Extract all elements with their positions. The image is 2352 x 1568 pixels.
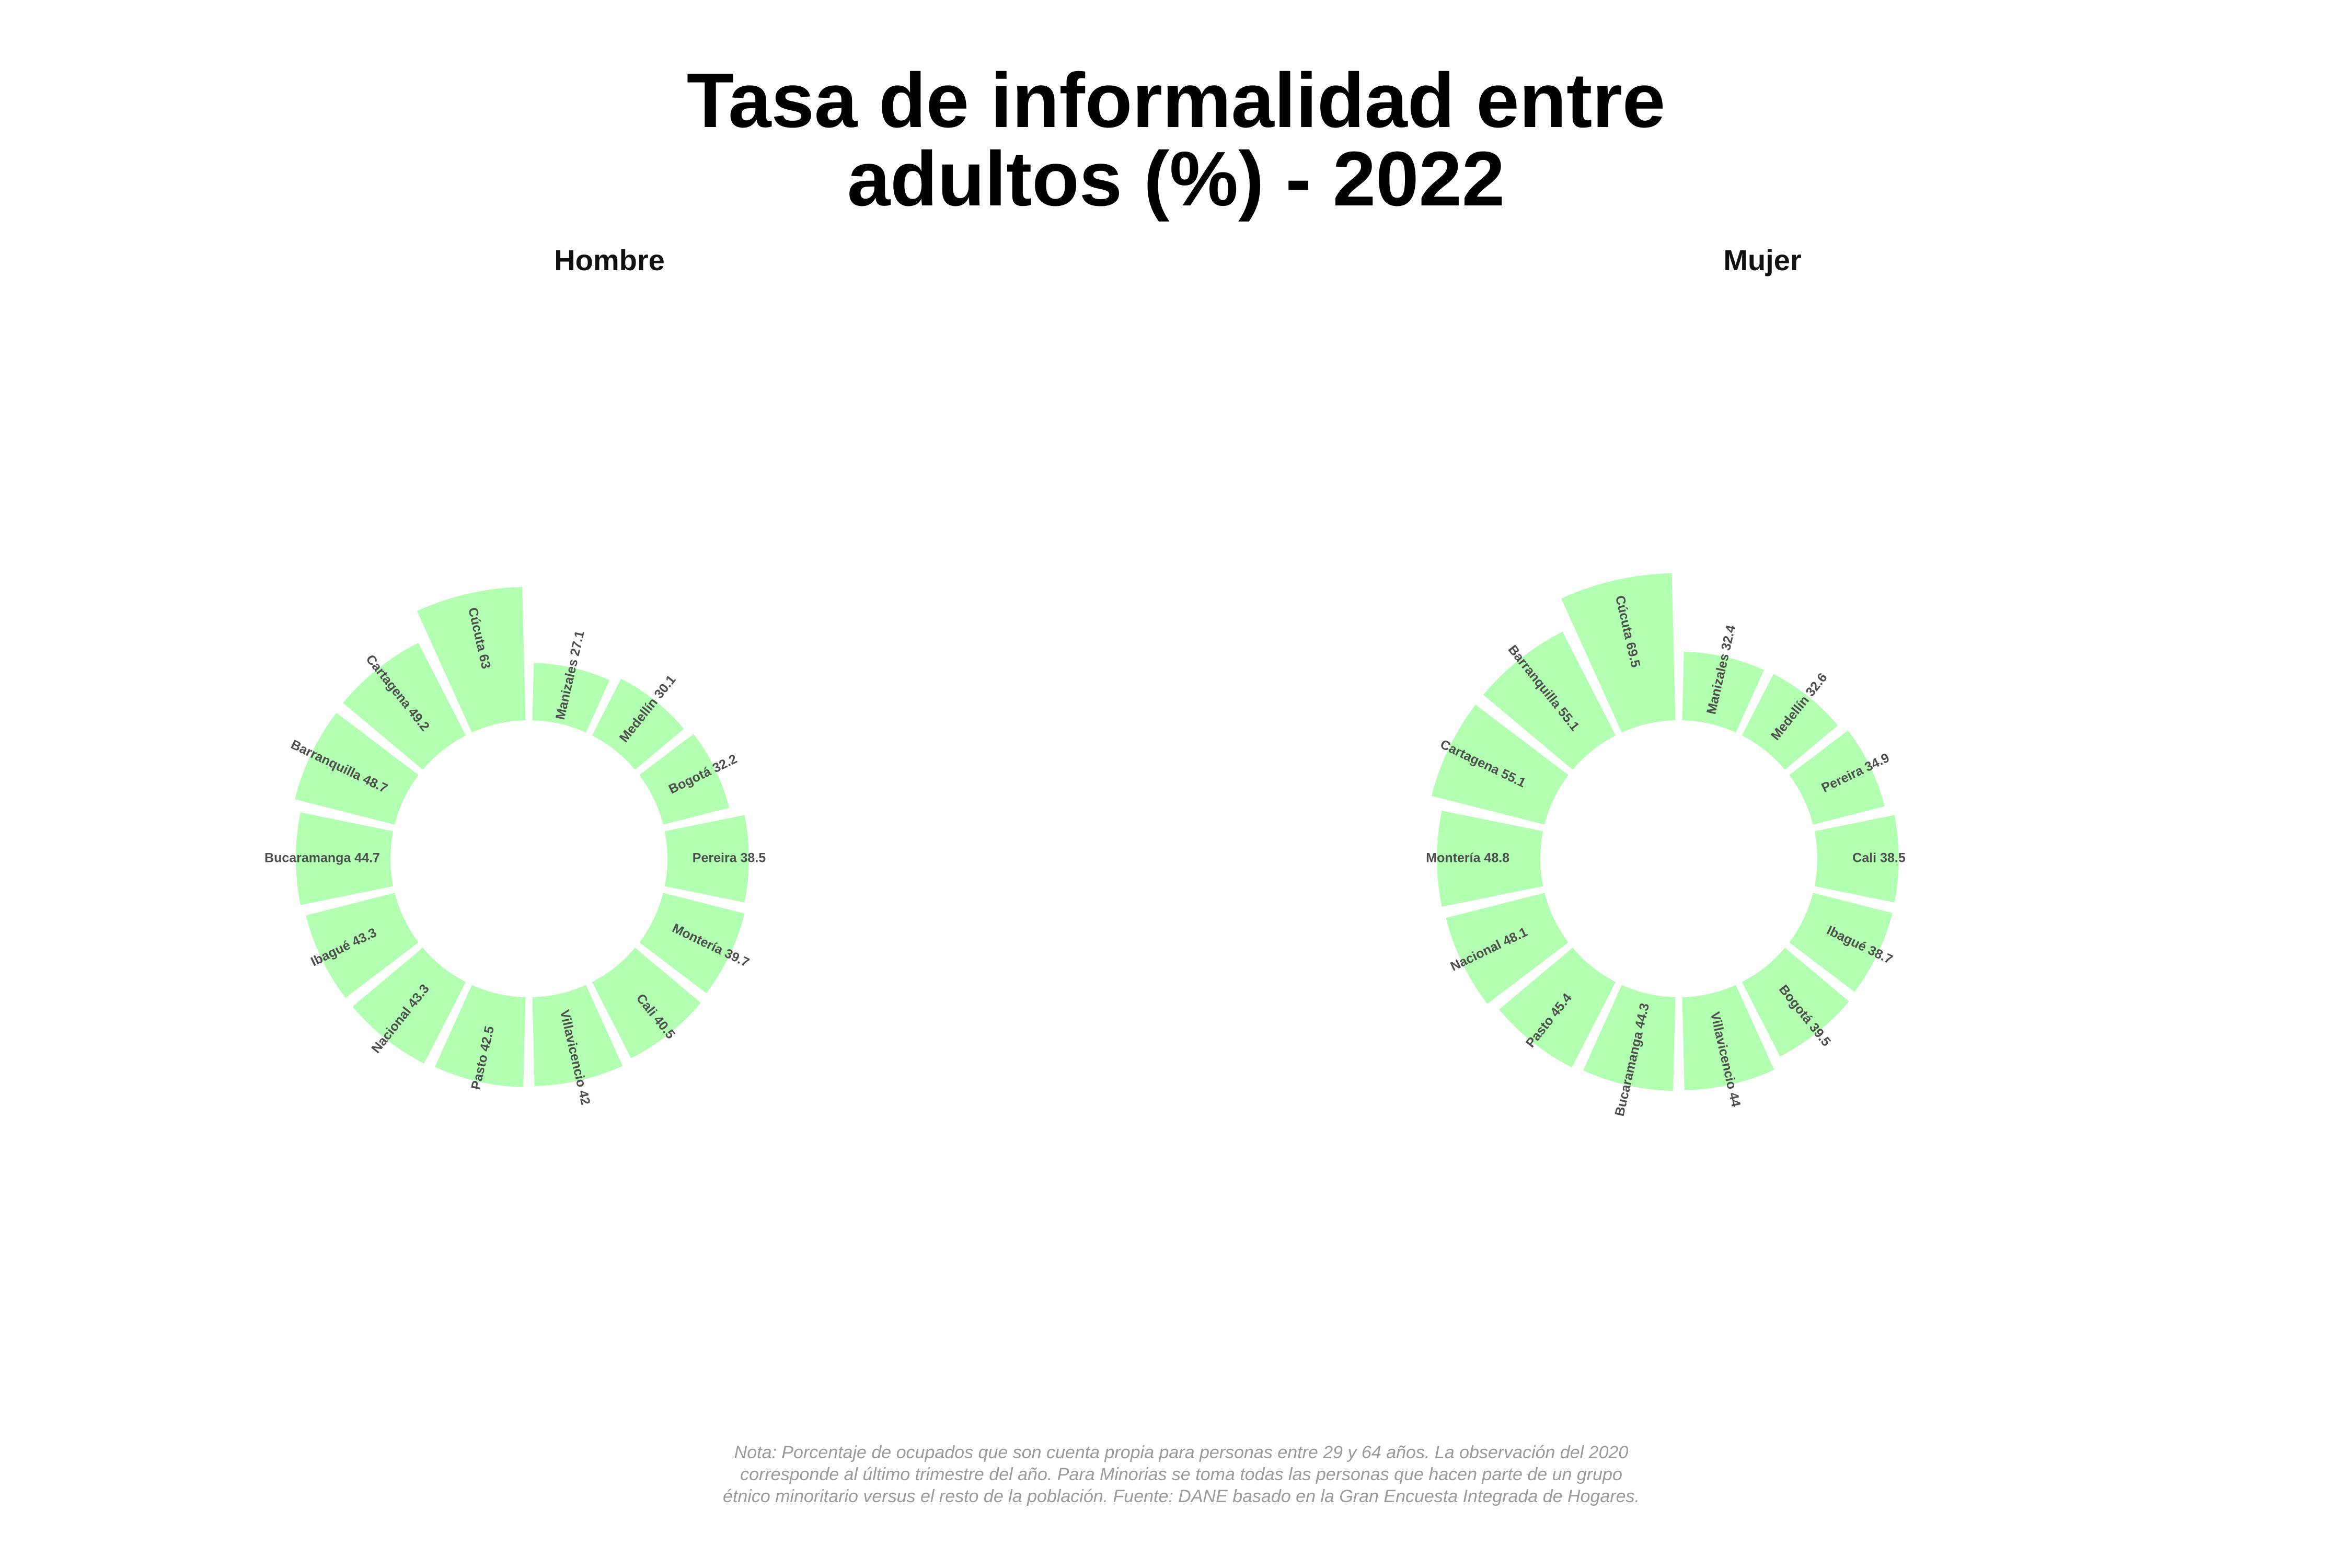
label-hombre-bucaramanga: Bucaramanga 44.7 xyxy=(264,851,380,866)
bar-hombre-medellin xyxy=(592,678,684,770)
bar-hombre-manizales xyxy=(532,663,610,733)
bar-hombre-cali xyxy=(592,948,701,1058)
bar-mujer-villavicencio xyxy=(1682,985,1774,1091)
bar-hombre-villavicencio xyxy=(532,985,623,1086)
label-mujer-monteria: Montería 48.8 xyxy=(1426,851,1509,866)
chart-title: Tasa de informalidad entre adultos (%) -… xyxy=(686,57,1666,222)
bar-mujer-cartagena xyxy=(1431,705,1569,825)
bar-mujer-monteria xyxy=(1437,811,1543,907)
bar-hombre-pasto xyxy=(435,985,526,1087)
bar-mujer-pasto xyxy=(1499,948,1616,1068)
bar-mujer-bogota xyxy=(1742,948,1849,1057)
bar-hombre-pereira xyxy=(664,815,749,903)
bar-hombre-monteria xyxy=(639,893,745,994)
bar-hombre-cartagena xyxy=(343,642,466,770)
bar-hombre-cucuta xyxy=(417,587,526,733)
bar-hombre-barranquilla xyxy=(295,712,419,825)
bar-mujer-nacional xyxy=(1446,893,1569,1004)
bar-mujer-pereira xyxy=(1789,730,1885,825)
bar-hombre-ibague xyxy=(306,893,419,998)
bar-hombre-bogota xyxy=(639,734,730,825)
facet-title-hombre: Hombre xyxy=(554,244,665,276)
bar-hombre-nacional xyxy=(352,948,466,1064)
bar-mujer-barranquilla xyxy=(1483,631,1616,770)
label-hombre-pereira: Pereira 38.5 xyxy=(693,851,766,866)
bar-hombre-bucaramanga xyxy=(296,812,394,905)
facet-title-mujer: Mujer xyxy=(1723,244,1802,276)
bar-mujer-medellin xyxy=(1742,674,1838,770)
label-mujer-cali: Cali 38.5 xyxy=(1852,851,1906,866)
bar-mujer-ibague xyxy=(1789,893,1893,992)
bar-mujer-cucuta xyxy=(1561,573,1676,733)
bar-mujer-cali xyxy=(1814,815,1899,903)
bar-mujer-manizales xyxy=(1682,651,1765,733)
source-note: Nota: Porcentaje de ocupados que son cue… xyxy=(723,1443,1640,1506)
bar-mujer-bucaramanga xyxy=(1583,985,1676,1091)
